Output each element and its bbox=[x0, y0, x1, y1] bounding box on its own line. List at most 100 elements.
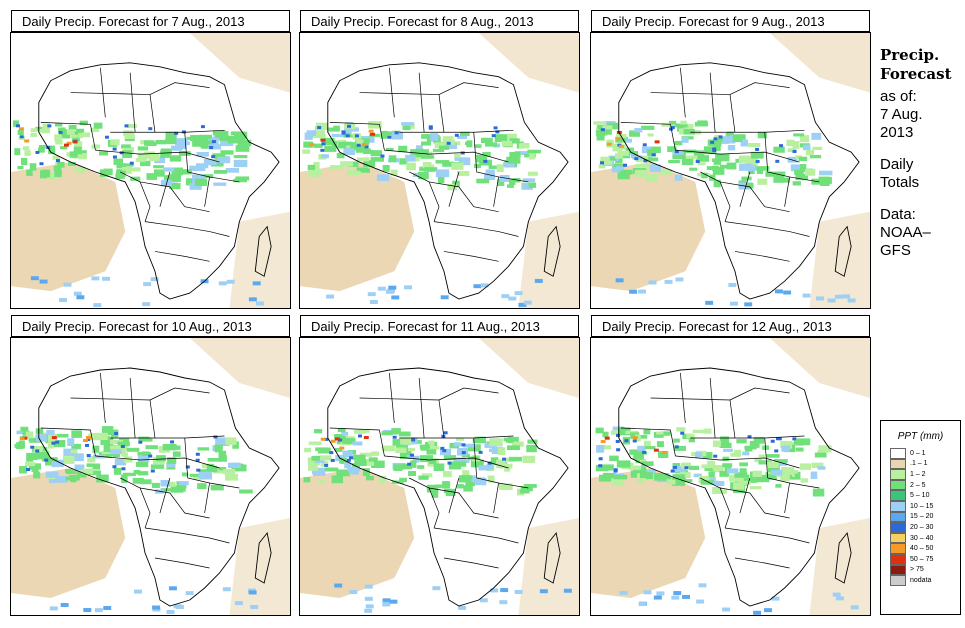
legend-swatch bbox=[890, 553, 906, 565]
rain-cell bbox=[29, 438, 42, 443]
country-border bbox=[204, 482, 210, 514]
panel-title: Daily Precip. Forecast for 8 Aug., 2013 bbox=[300, 10, 579, 32]
rain-cell bbox=[329, 165, 343, 169]
rain-cell bbox=[508, 158, 521, 164]
rain-cell bbox=[137, 146, 149, 151]
rain-cell bbox=[630, 470, 638, 478]
rain-cell bbox=[118, 438, 130, 443]
rain-cell bbox=[452, 180, 460, 187]
rain-cell bbox=[817, 466, 826, 470]
country-border bbox=[739, 171, 751, 207]
country-border bbox=[154, 557, 210, 569]
country-border bbox=[448, 171, 460, 207]
rain-cell bbox=[25, 431, 34, 439]
rain-cell bbox=[523, 300, 532, 305]
legend-item: 30 – 40 bbox=[890, 532, 960, 544]
rain-cell bbox=[338, 142, 347, 149]
rain-cell bbox=[428, 446, 440, 450]
rain-cell bbox=[55, 139, 63, 145]
rain-cell bbox=[599, 474, 612, 482]
rain-cell bbox=[151, 482, 160, 488]
rain-cell bbox=[480, 283, 489, 288]
rain-cell bbox=[443, 431, 448, 435]
rain-cell bbox=[338, 438, 343, 442]
rain-cell bbox=[635, 459, 643, 464]
rain-cell bbox=[340, 459, 348, 464]
rain-cell bbox=[44, 458, 49, 462]
rain-cell bbox=[68, 124, 77, 130]
rain-cell bbox=[443, 455, 457, 461]
rain-cell bbox=[499, 174, 510, 182]
rain-cell bbox=[439, 145, 450, 150]
rain-cell bbox=[103, 445, 114, 452]
rain-cell bbox=[62, 456, 75, 464]
rain-cell bbox=[70, 449, 78, 454]
rain-cell bbox=[91, 144, 101, 149]
rain-cell bbox=[643, 429, 651, 435]
rain-cell bbox=[802, 293, 811, 298]
rain-cell bbox=[434, 484, 447, 488]
rain-cell bbox=[178, 151, 191, 156]
rain-cell bbox=[30, 445, 35, 449]
rain-cell bbox=[615, 278, 624, 283]
rain-cell bbox=[213, 468, 226, 474]
rain-cell bbox=[617, 150, 629, 156]
rain-cell bbox=[814, 452, 827, 458]
rain-cell bbox=[123, 163, 134, 167]
rain-cell bbox=[719, 442, 732, 449]
rain-cell bbox=[132, 477, 144, 484]
rain-cell bbox=[454, 153, 461, 158]
rain-cell bbox=[661, 122, 676, 127]
data-line: Data: bbox=[880, 206, 916, 223]
rain-cell bbox=[139, 479, 152, 485]
legend-label: 30 – 40 bbox=[910, 534, 934, 542]
rain-cell bbox=[501, 140, 513, 147]
rain-cell bbox=[137, 471, 149, 476]
rain-cell bbox=[368, 121, 382, 129]
legend-swatch bbox=[890, 564, 906, 576]
country-border bbox=[409, 477, 440, 529]
rain-cell bbox=[320, 461, 329, 467]
country-border bbox=[784, 482, 790, 514]
rain-cell bbox=[35, 434, 47, 442]
rain-cell bbox=[316, 122, 329, 130]
rain-cell bbox=[376, 174, 390, 181]
rain-cell bbox=[646, 174, 658, 182]
rain-cell bbox=[713, 454, 718, 458]
rain-cell bbox=[362, 149, 374, 155]
rain-cell bbox=[377, 286, 386, 291]
rain-cell bbox=[308, 441, 322, 445]
country-border bbox=[40, 427, 96, 457]
rain-cell bbox=[33, 446, 42, 452]
rain-cell bbox=[734, 472, 748, 478]
rain-cell bbox=[215, 131, 229, 138]
rain-cell bbox=[664, 279, 673, 284]
rain-cell bbox=[432, 148, 445, 153]
coastline bbox=[618, 62, 860, 300]
rain-cell bbox=[177, 488, 186, 492]
rain-cell bbox=[780, 440, 788, 449]
country-border bbox=[680, 372, 686, 424]
rain-cell bbox=[349, 590, 358, 595]
rain-cell bbox=[189, 165, 202, 171]
rain-cell bbox=[680, 120, 687, 125]
rain-cell bbox=[596, 132, 605, 141]
rain-cell bbox=[811, 462, 824, 468]
rain-cell bbox=[51, 459, 64, 468]
rain-cell bbox=[113, 467, 122, 475]
rain-cell bbox=[143, 140, 155, 146]
rain-cell bbox=[602, 431, 609, 438]
rain-cell bbox=[23, 146, 30, 151]
rain-cell bbox=[421, 473, 433, 478]
rain-cell bbox=[21, 157, 28, 166]
rain-cell bbox=[659, 431, 671, 436]
rain-cell bbox=[495, 130, 500, 134]
rain-cell bbox=[645, 472, 654, 480]
rain-cell bbox=[616, 460, 631, 468]
rain-cell bbox=[615, 166, 624, 171]
legend-item: 40 – 50 bbox=[890, 543, 960, 554]
rain-cell bbox=[491, 134, 496, 138]
rain-cell bbox=[689, 465, 700, 470]
rain-cell bbox=[329, 451, 334, 455]
rain-cell bbox=[458, 157, 471, 166]
